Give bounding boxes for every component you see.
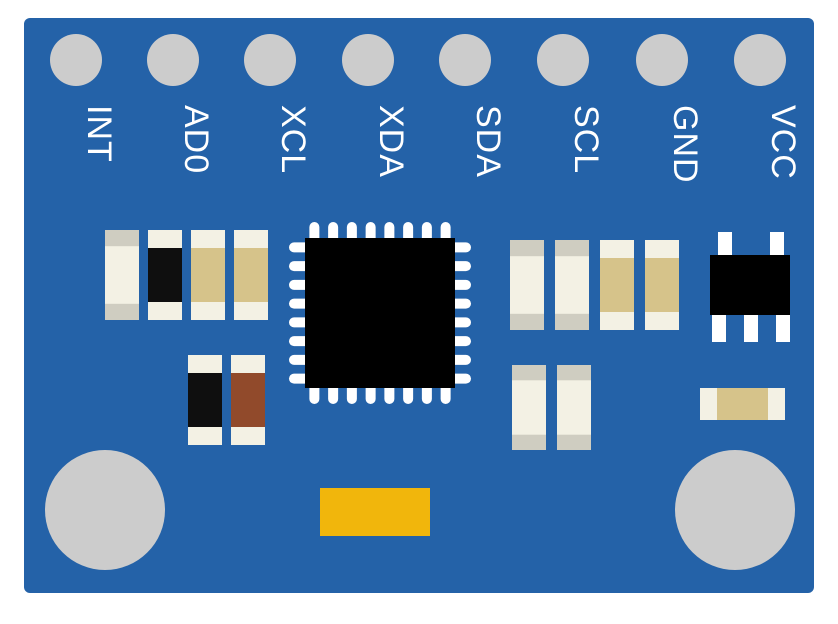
c-mid-6-end-a: [555, 240, 589, 256]
r-top-3: [191, 248, 225, 302]
pin-label-scl: SCL: [567, 105, 605, 174]
pin-label-gnd: GND: [666, 105, 704, 184]
c-bot-3-end-a: [512, 365, 546, 380]
r-right-h-end-b: [768, 388, 785, 420]
mounting-hole-left: [45, 450, 165, 570]
r-top-2-end-a: [148, 230, 182, 248]
pin-label-int: INT: [80, 105, 118, 163]
r-mid-7-end-b: [600, 312, 634, 330]
r-right-h-end-a: [700, 388, 717, 420]
gold-pad: [320, 488, 430, 536]
pin-label-sda: SDA: [469, 105, 507, 178]
c-bot-4-end-a: [557, 365, 591, 380]
pin-hole-gnd: [636, 34, 688, 86]
pin-label-xcl: XCL: [274, 105, 312, 174]
c-top-1-end-a: [105, 230, 139, 246]
c-bot-4-end-b: [557, 435, 591, 450]
r-mid-7: [600, 258, 634, 312]
c-mid-5-end-b: [510, 314, 544, 330]
r-bot-1: [188, 373, 222, 427]
sot-chip-body: [710, 255, 790, 315]
r-top-4: [234, 248, 268, 302]
pin-label-vcc: VCC: [764, 105, 802, 180]
sot-pin-top-0: [718, 232, 732, 256]
r-mid-8-end-b: [645, 312, 679, 330]
sot-pin-bottom-0: [712, 314, 726, 342]
r-bot-1-end-b: [188, 427, 222, 445]
r-mid-8-end-a: [645, 240, 679, 258]
r-mid-7-end-a: [600, 240, 634, 258]
pin-hole-vcc: [734, 34, 786, 86]
pin-hole-ad0: [147, 34, 199, 86]
sot-pin-bottom-1: [744, 314, 758, 342]
r-right-h: [717, 388, 768, 420]
c-bot-3-end-b: [512, 435, 546, 450]
c-mid-6-end-b: [555, 314, 589, 330]
r-top-2-end-b: [148, 302, 182, 320]
r-mid-8: [645, 258, 679, 312]
pcb-diagram: INT AD0 XCL XDA SDA SCL GND VCC: [0, 0, 838, 624]
r-top-3-end-a: [191, 230, 225, 248]
pin-hole-xcl: [244, 34, 296, 86]
pin-hole-sda: [439, 34, 491, 86]
sot-pin-top-1: [770, 232, 784, 256]
r-bot-2-end-b: [231, 427, 265, 445]
pin-hole-xda: [342, 34, 394, 86]
c-top-1-end-b: [105, 304, 139, 320]
r-top-2: [148, 248, 182, 302]
mounting-hole-right: [675, 450, 795, 570]
r-bot-1-end-a: [188, 355, 222, 373]
sot-pin-bottom-2: [776, 314, 790, 342]
r-bot-2-end-a: [231, 355, 265, 373]
pin-hole-scl: [537, 34, 589, 86]
r-top-4-end-a: [234, 230, 268, 248]
pin-label-xda: XDA: [372, 105, 410, 178]
r-top-4-end-b: [234, 302, 268, 320]
pin-hole-int: [50, 34, 102, 86]
pin-label-ad0: AD0: [177, 105, 215, 174]
r-bot-2: [231, 373, 265, 427]
qfn-chip-body: [305, 238, 455, 388]
r-top-3-end-b: [191, 302, 225, 320]
c-mid-5-end-a: [510, 240, 544, 256]
